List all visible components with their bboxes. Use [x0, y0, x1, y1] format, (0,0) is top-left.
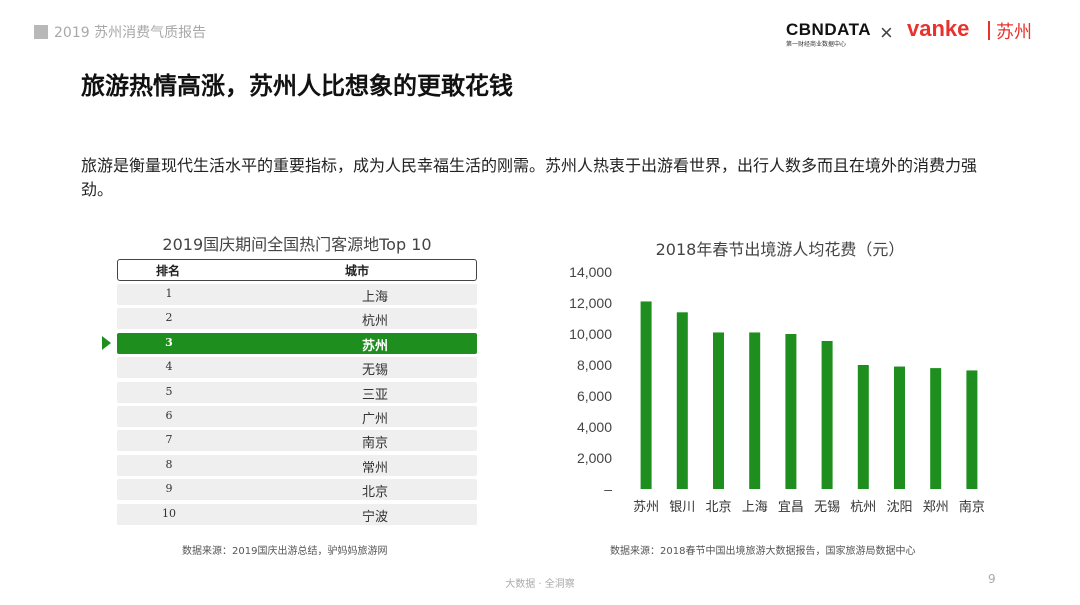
row-city: 无锡 — [361, 363, 388, 379]
x-tick-label: 北京 — [705, 500, 731, 515]
logo-cross-icon: × — [880, 20, 893, 45]
row-rank: 3 — [165, 335, 173, 349]
logo-divider — [988, 21, 990, 40]
cbndata-logo: CBNDATA — [786, 20, 872, 39]
bar — [749, 332, 761, 489]
bar — [640, 301, 652, 489]
y-tick-label: 6,000 — [577, 388, 612, 404]
y-tick-label: 10,000 — [569, 326, 612, 342]
x-tick-label: 银川 — [669, 500, 695, 515]
y-tick-label: 12,000 — [569, 295, 612, 311]
table-source: 数据来源：2019国庆出游总结，驴妈妈旅游网 — [182, 546, 388, 557]
y-tick-label: 2,000 — [577, 450, 612, 466]
intro-paragraph: 旅游是衡量现代生活水平的重要指标，成为人民幸福生活的刚需。苏州人热衷于出游看世界… — [81, 156, 978, 199]
header-square-icon — [34, 25, 48, 39]
chart-title: 2018年春节出境游人均花费（元） — [655, 240, 905, 259]
row-rank: 7 — [165, 433, 173, 447]
page-number: 9 — [988, 572, 996, 586]
bar-chart: – 2,000 4,000 6,000 8,000 10,000 12,000 14,000 苏… — [569, 264, 985, 515]
y-tick-label: 4,000 — [577, 419, 612, 435]
x-tick-label: 郑州 — [923, 500, 949, 515]
logo-city: 苏州 — [996, 22, 1032, 43]
header-rank: 排名 — [156, 264, 181, 278]
table-row: 7 南京 — [117, 430, 477, 452]
row-city: 南京 — [361, 436, 388, 452]
x-tick-label: 苏州 — [633, 499, 659, 515]
bar — [785, 334, 797, 489]
row-city: 宁波 — [361, 509, 388, 525]
bar — [966, 370, 978, 489]
x-tick-label: 无锡 — [814, 500, 840, 515]
x-tick-label: 杭州 — [850, 500, 876, 515]
row-rank: 2 — [165, 311, 173, 325]
row-city: 北京 — [361, 485, 388, 501]
report-title: 2019 苏州消费气质报告 — [54, 25, 207, 41]
vanke-logo: vanke — [907, 16, 970, 41]
y-tick-label: 8,000 — [577, 357, 612, 373]
x-tick-label: 宜昌 — [778, 500, 804, 515]
table-row: 8 常州 — [117, 454, 477, 476]
x-tick-label: 上海 — [742, 500, 768, 515]
bar — [821, 340, 833, 489]
y-tick-label: 14,000 — [569, 264, 612, 280]
row-city: 杭州 — [361, 314, 388, 330]
row-city: 上海 — [361, 290, 388, 305]
row-rank: 6 — [165, 409, 173, 422]
bar — [857, 365, 869, 489]
x-tick-label: 南京 — [959, 499, 985, 515]
cbndata-logo-subtitle: 第一财经商业数据中心 — [786, 41, 847, 48]
page-title: 旅游热情高涨，苏州人比想象的更敢花钱 — [81, 72, 513, 100]
bar — [713, 332, 724, 489]
row-rank: 4 — [165, 360, 173, 374]
row-city: 苏州 — [361, 338, 388, 354]
row-city: 常州 — [361, 460, 388, 476]
table-row: 1 上海 — [117, 284, 477, 305]
row-city: 三亚 — [361, 387, 388, 403]
table-row: 10 宁波 — [117, 503, 477, 525]
table-row: 2 杭州 — [117, 308, 477, 330]
row-rank: 10 — [162, 506, 176, 520]
y-tick-label: – — [604, 481, 612, 497]
header-city: 城市 — [345, 264, 370, 278]
bar — [676, 312, 688, 489]
table-row: 3 苏州 — [117, 332, 477, 354]
chart-source: 数据来源：2018春节中国出境旅游大数据报告，国家旅游局数据中心 — [610, 546, 916, 557]
table-row: 4 无锡 — [117, 357, 477, 379]
x-tick-label: 沈阳 — [886, 500, 912, 515]
bar — [894, 366, 905, 489]
row-rank: 8 — [165, 457, 173, 471]
table-row: 9 北京 — [117, 479, 477, 501]
row-city: 广州 — [361, 412, 388, 427]
table-title: 2019国庆期间全国热门客源地Top 10 — [162, 235, 432, 254]
table-header: 排名 城市 — [117, 259, 477, 281]
table-row: 6 广州 — [117, 406, 477, 427]
row-rank: 9 — [165, 482, 173, 496]
bar — [930, 368, 942, 489]
row-rank: 5 — [165, 384, 173, 398]
highlight-arrow-icon — [102, 336, 111, 350]
footer-tagline: 大数据 · 全洞察 — [505, 579, 575, 590]
row-rank: 1 — [165, 287, 173, 300]
table-row: 5 三亚 — [117, 381, 477, 403]
